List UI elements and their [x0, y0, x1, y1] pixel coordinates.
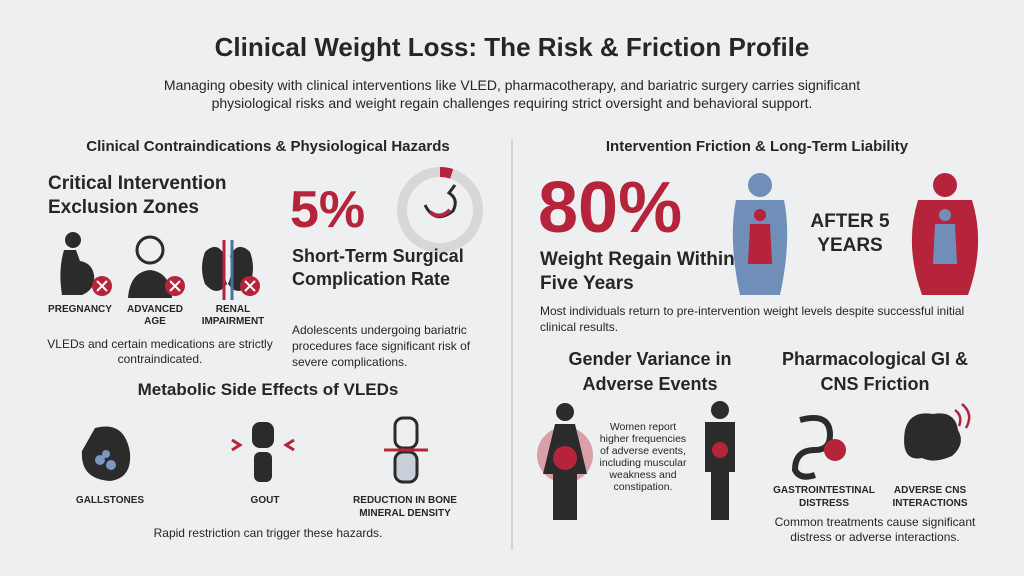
renal-icon [202, 240, 260, 300]
woman-icon [537, 403, 593, 520]
stat: 5% [290, 181, 366, 239]
brain-icon [904, 403, 971, 461]
note: Adolescents undergoing bariatric procedu… [292, 323, 471, 369]
time-label: AFTER 5 YEARS [810, 211, 890, 256]
block-title: Gender Variance in Adverse Events [568, 349, 732, 394]
block-title: Metabolic Side Effects of VLEDs [137, 380, 399, 399]
icon-label: GALLSTONES [75, 495, 145, 506]
age-icon [128, 235, 185, 298]
note: Common treatments cause significant dist… [774, 515, 976, 544]
icon-label: GASTROINTESTINAL DISTRESS [773, 485, 875, 509]
stat: 80% [538, 168, 683, 248]
donut [397, 166, 483, 253]
note: Most individuals return to pre-intervent… [540, 304, 965, 334]
figure-after [911, 173, 979, 295]
gout-icon [231, 422, 295, 482]
note: Rapid restriction can trigger these haza… [153, 526, 383, 540]
man-icon [705, 401, 735, 520]
icon-label: REDUCTION IN BONE MINERAL DENSITY [353, 495, 457, 519]
bone-icon [384, 416, 428, 484]
gallstones-icon [81, 426, 131, 481]
section-heading: Clinical Contraindications & Physiologic… [86, 138, 450, 155]
section-heading: Intervention Friction & Long-Term Liabil… [605, 138, 909, 155]
subtitle: Managing obesity with clinical intervent… [163, 77, 861, 111]
block-title: Critical Intervention Exclusion Zones [48, 173, 227, 218]
pregnancy-icon [60, 232, 112, 296]
gi-icon [791, 414, 846, 480]
note: Women report higher frequencies of adver… [599, 421, 687, 493]
icon-label: GOUT [250, 495, 280, 506]
stat-label: Weight Regain Within Five Years [540, 249, 735, 294]
title: Clinical Weight Loss: The Risk & Frictio… [214, 32, 810, 62]
icon-label: RENAL IMPAIRMENT [201, 304, 265, 327]
icon-label: ADVERSE CNS INTERACTIONS [892, 485, 968, 509]
note: VLEDs and certain medications are strict… [47, 337, 273, 366]
icon-label: PREGNANCY [48, 304, 112, 315]
icon-label: ADVANCED AGE [127, 304, 183, 327]
figure-before [732, 173, 788, 295]
block-title: Pharmacological GI & CNS Friction [781, 349, 969, 394]
stat-label: Short-Term Surgical Complication Rate [292, 246, 464, 289]
